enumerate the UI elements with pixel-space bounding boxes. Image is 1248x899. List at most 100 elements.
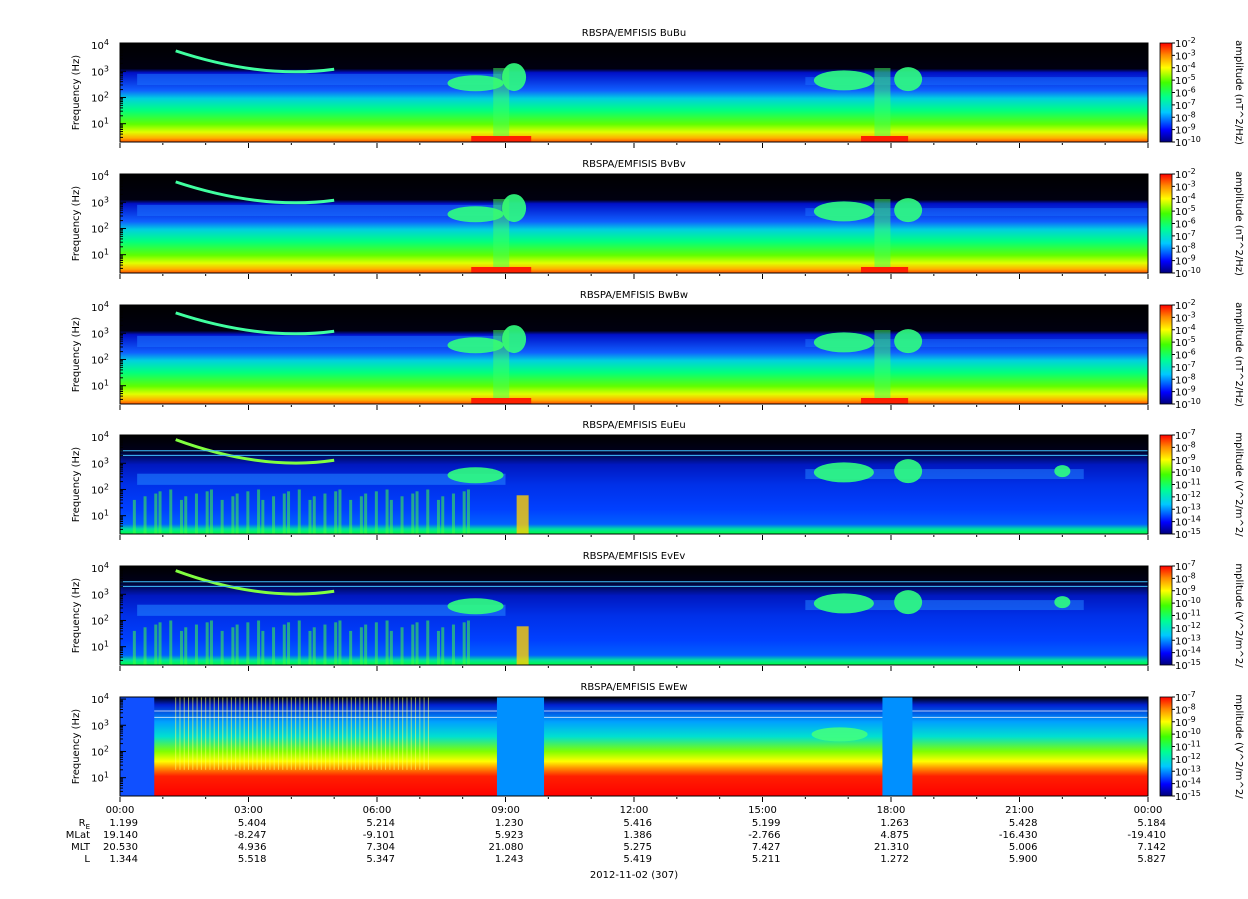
ephemeris-row-label: MLat	[66, 830, 90, 841]
colorbar-tick-label: 10-3	[1175, 48, 1196, 62]
colorbar-tick-label: 10-13	[1175, 502, 1201, 516]
perigee-feature	[496, 697, 545, 796]
broadband-spike	[364, 493, 368, 534]
panel-frame	[119, 565, 1149, 666]
emission-blob	[813, 201, 874, 222]
spectrogram-panel: RBSPA/EMFISIS EvEv 101 102 103 104 Frequency …	[71, 551, 1244, 672]
colorbar-tick-label: 10-11	[1175, 609, 1201, 623]
colorbar-tick-label: 10-11	[1175, 740, 1201, 754]
colorbar-tick-label: 10-2	[1175, 167, 1196, 181]
ephemeris-row-label: MLT	[71, 842, 91, 853]
y-axis-label: Frequency (Hz)	[71, 709, 82, 785]
y-axis: 101 102 103 104	[91, 169, 126, 274]
broadband-spike	[359, 496, 363, 534]
hiss-band	[137, 335, 502, 347]
ephemeris-value: 5.923	[495, 830, 524, 841]
emission-blob	[1054, 465, 1071, 478]
spectrogram-panel: RBSPA/EMFISIS BuBu 101 102 103 104 Frequency …	[71, 28, 1244, 149]
broadband-spike	[334, 491, 338, 534]
spectrogram-panel: RBSPA/EMFISIS BvBv 101 102 103 104 Frequency …	[71, 159, 1244, 280]
broadband-spike	[220, 630, 224, 665]
colorbar-tick-label: 10-15	[1175, 527, 1201, 541]
y-tick-label: 104	[91, 430, 109, 444]
colorbar-tick-label: 10-4	[1175, 61, 1196, 75]
ephemeris-value: 1.344	[109, 854, 138, 865]
emission-blob	[447, 598, 504, 615]
chorus-arc	[175, 438, 335, 465]
broadband-spike	[349, 630, 353, 665]
y-tick-label: 102	[91, 352, 109, 366]
colorbar-tick-label: 10-12	[1175, 490, 1201, 504]
broadband-spike	[364, 624, 368, 665]
colorbar-label: amplitude (nT^2/Hz)	[1233, 302, 1244, 407]
panel-frame	[119, 696, 1149, 797]
ephemeris-value: -19.410	[1127, 830, 1166, 841]
colorbar-tick-label: 10-8	[1175, 702, 1196, 716]
ephemeris-value: 5.006	[1009, 842, 1038, 853]
y-tick-label: 103	[91, 326, 109, 340]
broadband-spike	[184, 496, 188, 534]
broadband-spike	[451, 624, 455, 665]
perigee-feature	[874, 68, 891, 142]
broadband-spike	[462, 622, 466, 665]
broadband-spike	[132, 630, 136, 665]
spectrogram-image	[120, 697, 1148, 796]
colorbar-tick-label: 10-5	[1175, 204, 1196, 218]
broadband-spike	[231, 627, 235, 665]
low-freq-enhancement	[471, 136, 532, 142]
broadband-spike	[287, 622, 291, 665]
panel-frame	[119, 304, 1149, 405]
x-axis-ticks	[119, 535, 1149, 540]
y-tick-label: 104	[91, 300, 109, 314]
broadband-spike	[415, 491, 419, 534]
colorbar-tick-label: 10-9	[1175, 385, 1196, 399]
y-tick-label: 102	[91, 90, 109, 104]
broadband-spike	[143, 496, 147, 534]
broadband-spike	[205, 622, 209, 665]
broadband-spike	[205, 491, 209, 534]
panel-frame	[119, 173, 1149, 274]
colorbar-tick-label: 10-10	[1175, 727, 1201, 741]
spectrogram-panel: RBSPA/EMFISIS EuEu 101 102 103 104 Frequency …	[71, 420, 1244, 541]
ephemeris-value: 21.080	[489, 842, 524, 853]
broadband-spike	[235, 493, 239, 534]
broadband-spike	[466, 489, 470, 534]
y-tick-label: 104	[91, 692, 109, 706]
panel-frame	[119, 42, 1149, 143]
y-tick-label: 103	[91, 587, 109, 601]
spectrogram-image	[120, 305, 1148, 404]
broadband-spike	[359, 627, 363, 665]
colorbar-tick-label: 10-9	[1175, 715, 1196, 729]
broadband-spike	[374, 622, 378, 665]
colorbar-gradient	[1159, 696, 1173, 797]
panel-title: RBSPA/EMFISIS BuBu	[582, 28, 686, 39]
emission-blob	[813, 70, 874, 91]
broadband-spike	[297, 620, 301, 665]
broadband-spike	[338, 489, 342, 534]
low-freq-enhancement	[861, 136, 909, 142]
colorbar-tick-label: 10-5	[1175, 335, 1196, 349]
colorbar-tick-label: 10-10	[1175, 596, 1201, 610]
ephemeris-value: 5.184	[1137, 818, 1166, 829]
ephemeris-value: -8.247	[234, 830, 266, 841]
colorbar-label: mplitude (V^2/m^2/	[1233, 563, 1244, 668]
y-tick-label: 104	[91, 38, 109, 52]
y-tick-label: 101	[91, 117, 109, 131]
ephemeris-value: 19.140	[103, 830, 138, 841]
perigee-feature	[874, 199, 891, 273]
spectrogram-image	[120, 174, 1148, 273]
broadband-spike	[282, 493, 286, 534]
colorbar-tick-label: 10-8	[1175, 440, 1196, 454]
x-tick-label: 15:00	[748, 805, 777, 816]
broadband-spike	[169, 489, 173, 534]
y-tick-label: 102	[91, 744, 109, 758]
ephemeris-value: 1.386	[623, 830, 652, 841]
y-tick-label: 101	[91, 509, 109, 523]
emission-blob	[447, 206, 504, 223]
emission-blob	[894, 329, 923, 354]
spectrogram-background	[120, 43, 1148, 142]
spectrogram-background	[120, 174, 1148, 273]
colorbar-label: mplitude (V^2/m^2/	[1233, 432, 1244, 537]
colorbar-tick-label: 10-3	[1175, 310, 1196, 324]
